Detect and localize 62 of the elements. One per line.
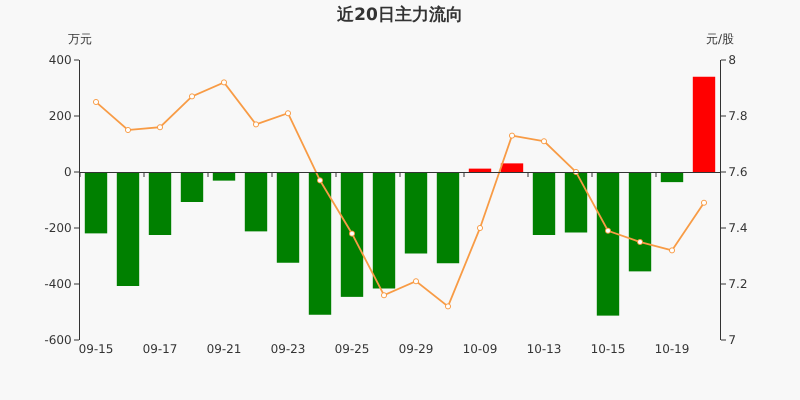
bar [84, 172, 108, 234]
x-tick-label: 10-13 [526, 342, 562, 356]
point [93, 99, 99, 105]
point [701, 200, 707, 206]
point [285, 110, 291, 116]
point [669, 247, 675, 254]
point [509, 132, 515, 139]
bar [564, 172, 588, 232]
chart-title: 近20日主力流向 [336, 4, 463, 25]
x-tick-label: 10-19 [654, 342, 690, 356]
bar [244, 172, 268, 232]
bar [308, 172, 332, 315]
bar [148, 172, 172, 235]
bar [436, 172, 460, 264]
y-tick-label: -200 [44, 221, 72, 236]
bar [340, 172, 364, 297]
point [605, 228, 611, 234]
point [349, 230, 355, 237]
y-tick-label: 200 [48, 109, 72, 124]
x-tick-label: 09-23 [270, 342, 306, 356]
y2-tick-label: 7 [728, 333, 736, 348]
bar [692, 76, 716, 172]
y2-tick-label: 8 [728, 53, 736, 68]
point [253, 121, 259, 128]
y-tick-label: -600 [44, 333, 72, 348]
point [541, 138, 547, 144]
point [381, 292, 387, 298]
point [477, 225, 483, 231]
bar [276, 172, 300, 263]
x-tick-label: 09-15 [78, 342, 114, 356]
bar [404, 172, 428, 254]
bar [596, 172, 620, 316]
bar [372, 172, 396, 288]
y2-tick-label: 7.2 [728, 277, 748, 292]
y-axis-title: 万元 [68, 32, 92, 46]
point [637, 239, 643, 245]
point [125, 127, 131, 133]
point [189, 93, 195, 100]
x-tick-label: 09-25 [334, 342, 370, 356]
bar [116, 172, 140, 286]
x-tick-label: 10-15 [590, 342, 626, 356]
bar [180, 172, 204, 202]
point [157, 124, 163, 130]
y-tick-label: 0 [64, 165, 72, 180]
point [413, 278, 419, 284]
point [221, 79, 227, 86]
x-tick-label: 09-17 [142, 342, 178, 356]
bar [500, 163, 524, 172]
y2-tick-label: 7.6 [728, 165, 748, 180]
point [317, 177, 323, 184]
x-tick-label: 09-29 [398, 342, 434, 356]
x-tick-label: 10-09 [462, 342, 498, 356]
point [445, 303, 451, 310]
y2-tick-label: 7.8 [728, 109, 748, 124]
x-tick-label: 09-21 [206, 342, 242, 356]
y-tick-label: 400 [48, 53, 72, 68]
bar [628, 172, 652, 272]
y2-tick-label: 7.4 [728, 221, 748, 236]
bar [468, 168, 492, 172]
y-tick-label: -400 [44, 277, 72, 292]
bar [532, 172, 556, 235]
y2-axis-title: 元/股 [706, 32, 734, 46]
